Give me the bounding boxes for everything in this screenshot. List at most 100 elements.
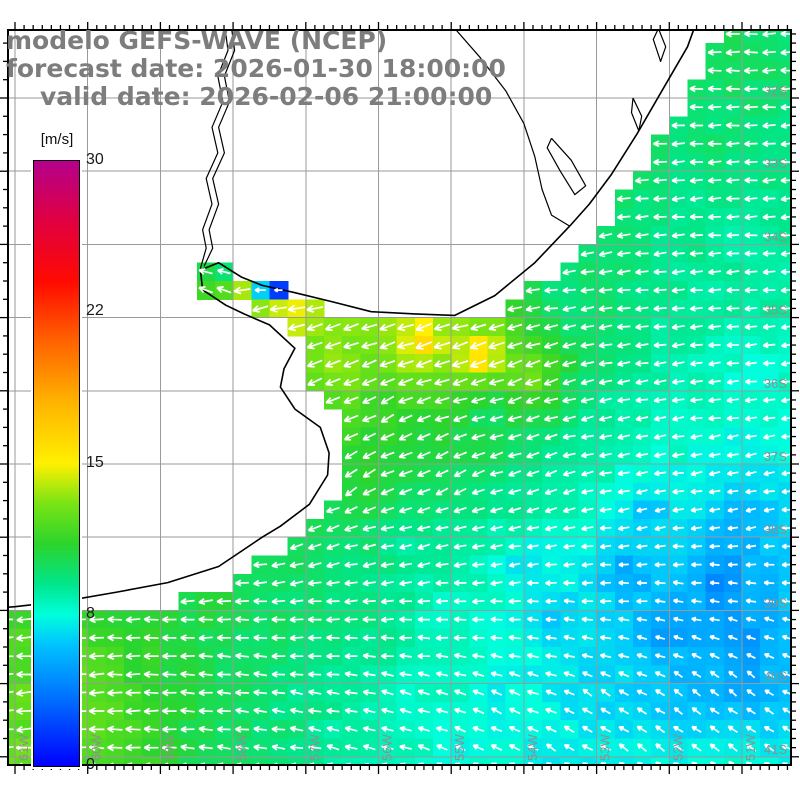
wind-arrow bbox=[543, 378, 559, 386]
longitude-label: 59W bbox=[161, 734, 176, 761]
longitude-label: 61W bbox=[16, 734, 31, 761]
wind-arrow bbox=[307, 579, 322, 587]
wind-arrow bbox=[617, 433, 631, 441]
wind-arrow bbox=[726, 323, 739, 330]
wind-arrow bbox=[417, 580, 431, 587]
wind-arrow bbox=[745, 561, 757, 568]
wind-arrow bbox=[618, 543, 630, 550]
wind-arrow bbox=[745, 580, 757, 586]
wind-arrow bbox=[453, 469, 467, 478]
wind-arrow bbox=[326, 671, 340, 678]
wind-arrow bbox=[453, 579, 467, 587]
wind-arrow bbox=[653, 286, 667, 294]
wind-arrow bbox=[616, 195, 631, 203]
wind-arrow bbox=[601, 781, 611, 787]
wind-arrow bbox=[362, 597, 376, 605]
wind-arrow bbox=[581, 616, 594, 623]
wind-arrow bbox=[708, 268, 722, 276]
wind-arrow bbox=[125, 634, 141, 642]
wind-arrow bbox=[470, 378, 486, 386]
wind-arrow bbox=[490, 561, 503, 568]
wind-arrow bbox=[691, 580, 702, 586]
wind-arrow bbox=[563, 743, 575, 752]
wind-cell bbox=[142, 756, 161, 765]
wind-arrow bbox=[780, 250, 791, 257]
wind-arrow bbox=[580, 250, 595, 258]
wind-arrow bbox=[382, 782, 394, 787]
wind-arrow bbox=[691, 706, 702, 715]
wind-arrow bbox=[563, 652, 575, 659]
wind-arrow bbox=[453, 598, 467, 605]
wind-arrow bbox=[125, 725, 141, 733]
wind-arrow bbox=[762, 286, 776, 294]
graticule-gridlines bbox=[8, 30, 791, 765]
wind-cell bbox=[560, 756, 580, 765]
wind-arrow bbox=[507, 451, 522, 459]
wind-arrow bbox=[508, 616, 521, 623]
wind-arrow bbox=[398, 414, 413, 423]
wind-arrow bbox=[635, 323, 649, 331]
wind-arrow bbox=[397, 360, 414, 368]
wind-arrow bbox=[326, 634, 340, 642]
wind-arrow bbox=[762, 48, 776, 56]
wind-arrow bbox=[399, 580, 413, 587]
wind-cell bbox=[723, 756, 743, 765]
wind-arrow bbox=[326, 616, 340, 623]
river-border-line bbox=[630, 97, 643, 132]
wind-arrow bbox=[709, 598, 720, 604]
wind-arrow bbox=[618, 561, 629, 568]
wind-arrow bbox=[526, 561, 539, 568]
wind-arrow bbox=[308, 671, 322, 678]
wind-arrow bbox=[362, 652, 376, 660]
wind-arrow bbox=[306, 323, 323, 332]
wind-arrow bbox=[582, 782, 593, 787]
wind-arrow bbox=[125, 671, 141, 679]
wind-cell bbox=[778, 7, 797, 26]
wind-arrow bbox=[198, 615, 213, 624]
wind-arrow bbox=[470, 323, 487, 332]
wind-arrow bbox=[655, 634, 666, 641]
wind-arrow bbox=[672, 507, 685, 513]
wind-arrow bbox=[216, 597, 232, 605]
wind-arrow bbox=[344, 579, 358, 587]
wind-arrow bbox=[417, 561, 431, 569]
wind-arrow bbox=[744, 250, 758, 257]
wind-arrow bbox=[344, 670, 358, 678]
wind-arrow bbox=[235, 744, 249, 751]
wind-arrow bbox=[635, 213, 649, 221]
wind-arrow bbox=[744, 396, 758, 404]
wind-arrow bbox=[379, 359, 396, 368]
wind-arrow bbox=[397, 341, 415, 350]
wind-cell bbox=[469, 756, 489, 765]
wind-arrow bbox=[471, 451, 486, 459]
wind-cell bbox=[160, 756, 180, 765]
wind-cell bbox=[633, 775, 652, 794]
wind-arrow bbox=[271, 725, 286, 733]
wind-arrow bbox=[653, 213, 667, 221]
longitude-label: 55W bbox=[452, 734, 467, 761]
wind-arrow bbox=[711, 780, 720, 788]
wind-arrow bbox=[490, 580, 503, 587]
wind-arrow bbox=[435, 450, 449, 459]
wind-cell bbox=[506, 775, 525, 794]
wind-arrow bbox=[489, 433, 504, 441]
wind-cell bbox=[178, 756, 198, 765]
wind-arrow bbox=[526, 507, 540, 514]
wind-arrow bbox=[216, 616, 231, 624]
wind-arrow bbox=[0, 781, 13, 787]
wind-arrow bbox=[471, 396, 486, 404]
wind-arrow bbox=[744, 378, 757, 385]
longitude-label: 57W bbox=[307, 734, 322, 761]
wind-arrow bbox=[472, 689, 485, 696]
wind-arrow bbox=[526, 433, 540, 441]
wind-arrow bbox=[617, 396, 631, 404]
wind-arrow bbox=[671, 232, 685, 239]
wind-arrow bbox=[709, 743, 720, 752]
wind-arrow bbox=[88, 707, 105, 715]
wind-cell bbox=[8, 628, 16, 648]
wind-arrow bbox=[198, 744, 213, 751]
wind-arrow bbox=[563, 616, 575, 623]
wind-arrow bbox=[743, 103, 758, 111]
wind-arrow bbox=[654, 543, 666, 550]
wind-arrow bbox=[617, 452, 631, 459]
